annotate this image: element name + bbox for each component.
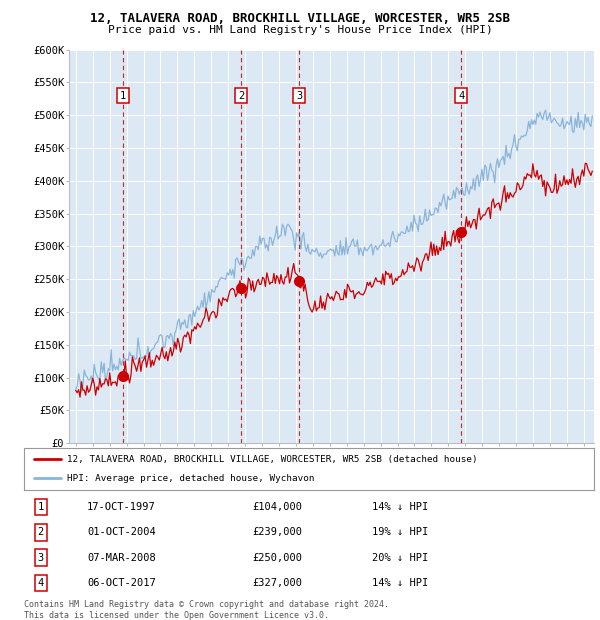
- Text: £327,000: £327,000: [252, 578, 302, 588]
- Text: 2: 2: [238, 91, 244, 100]
- Text: 4: 4: [458, 91, 464, 100]
- Text: 3: 3: [38, 552, 44, 562]
- Text: 1: 1: [120, 91, 126, 100]
- Text: 12, TALAVERA ROAD, BROCKHILL VILLAGE, WORCESTER, WR5 2SB (detached house): 12, TALAVERA ROAD, BROCKHILL VILLAGE, WO…: [67, 454, 478, 464]
- Text: £250,000: £250,000: [252, 552, 302, 562]
- Text: 20% ↓ HPI: 20% ↓ HPI: [372, 552, 428, 562]
- Text: Price paid vs. HM Land Registry's House Price Index (HPI): Price paid vs. HM Land Registry's House …: [107, 25, 493, 35]
- Text: 1: 1: [38, 502, 44, 512]
- Text: 14% ↓ HPI: 14% ↓ HPI: [372, 578, 428, 588]
- Text: 3: 3: [296, 91, 302, 100]
- Text: £239,000: £239,000: [252, 528, 302, 538]
- Text: 4: 4: [38, 578, 44, 588]
- Text: 17-OCT-1997: 17-OCT-1997: [87, 502, 156, 512]
- Text: 06-OCT-2017: 06-OCT-2017: [87, 578, 156, 588]
- Text: £104,000: £104,000: [252, 502, 302, 512]
- Text: Contains HM Land Registry data © Crown copyright and database right 2024.
This d: Contains HM Land Registry data © Crown c…: [24, 600, 389, 619]
- Text: HPI: Average price, detached house, Wychavon: HPI: Average price, detached house, Wych…: [67, 474, 314, 483]
- Text: 19% ↓ HPI: 19% ↓ HPI: [372, 528, 428, 538]
- Text: 14% ↓ HPI: 14% ↓ HPI: [372, 502, 428, 512]
- Text: 01-OCT-2004: 01-OCT-2004: [87, 528, 156, 538]
- Text: 07-MAR-2008: 07-MAR-2008: [87, 552, 156, 562]
- Text: 12, TALAVERA ROAD, BROCKHILL VILLAGE, WORCESTER, WR5 2SB: 12, TALAVERA ROAD, BROCKHILL VILLAGE, WO…: [90, 12, 510, 25]
- Text: 2: 2: [38, 528, 44, 538]
